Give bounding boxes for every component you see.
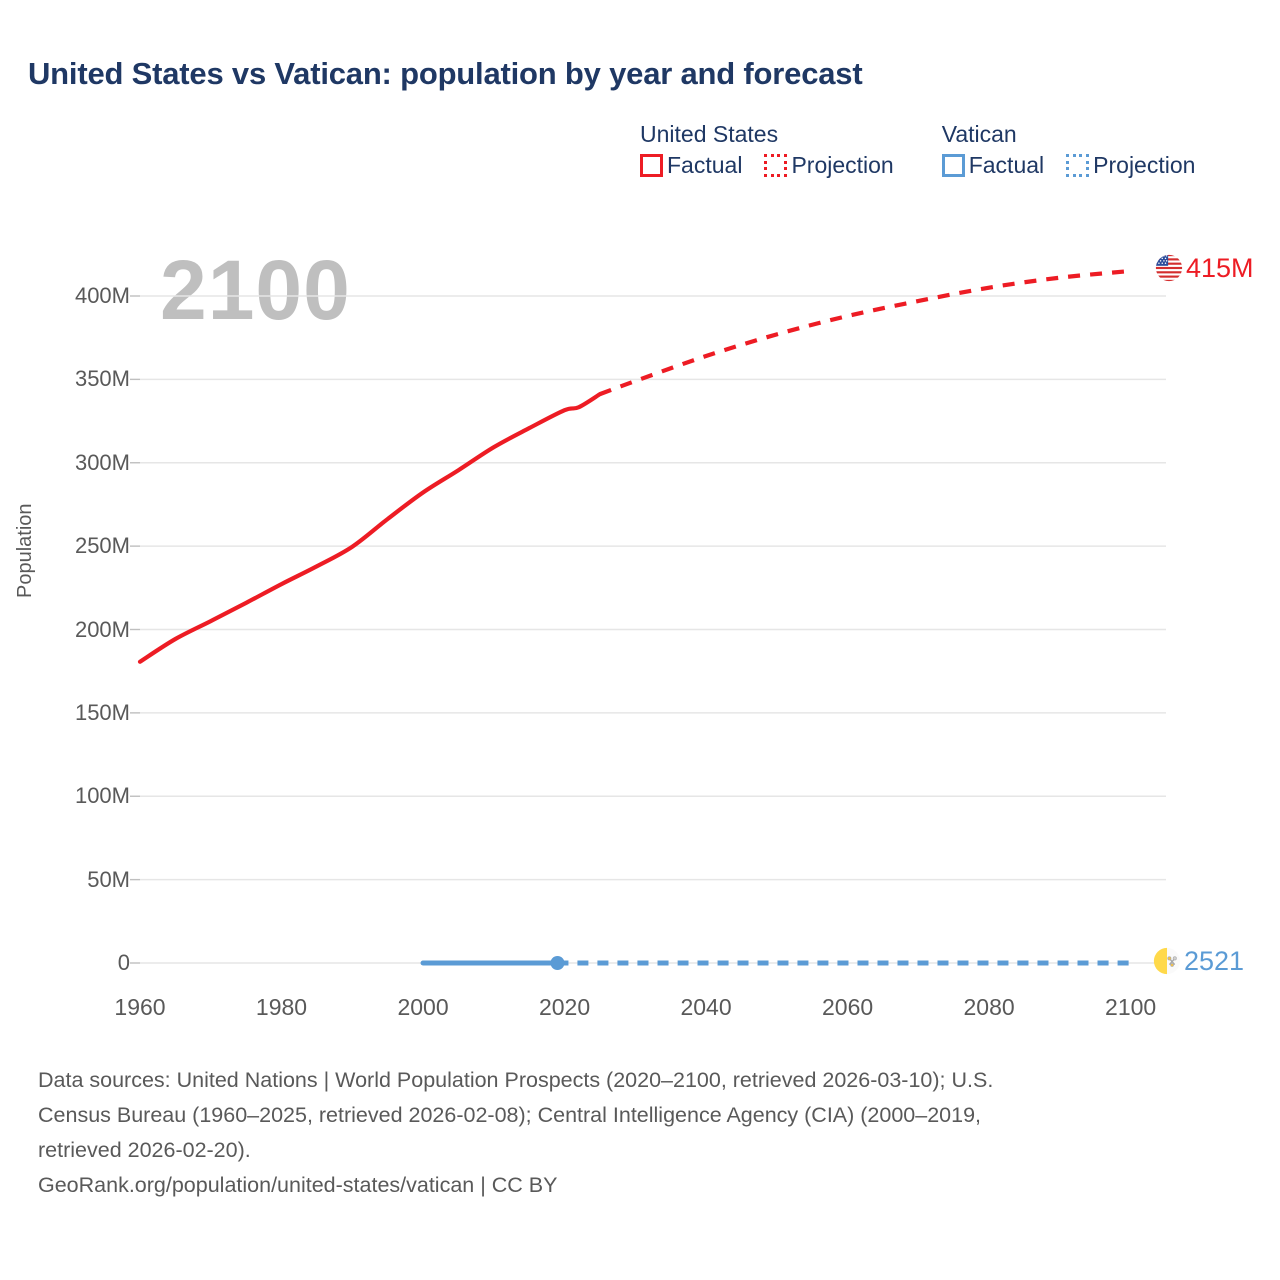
legend-item-label: Factual: [667, 152, 743, 178]
legend-group-united-states: United States Factual Projection: [640, 120, 894, 178]
y-tick-label: 50M: [87, 866, 130, 892]
flag-united-states-icon: [1155, 254, 1183, 282]
legend-item-label: Factual: [968, 152, 1045, 178]
end-label-value: 415M: [1186, 253, 1254, 283]
legend-item-label: Projection: [791, 152, 894, 178]
y-tick-label: 250M: [74, 533, 130, 559]
y-tick-label: 300M: [74, 449, 130, 475]
end-label-value: 2521: [1184, 946, 1245, 976]
footer-line-1: Data sources: United Nations | World Pop…: [38, 1068, 994, 1092]
legend-item-us-factual[interactable]: Factual: [640, 152, 742, 178]
legend-item-vatican-projection[interactable]: Projection: [1066, 152, 1195, 178]
y-tick-label: 200M: [74, 616, 130, 642]
y-axis-ticks: 0 50M 100M 150M 200M 250M 300M 350M 400M: [20, 0, 130, 1280]
y-tick-label: 100M: [74, 783, 130, 809]
legend-item-label: Projection: [1093, 152, 1196, 178]
legend-group-title-vatican: Vatican: [941, 121, 1017, 147]
footer-line-4[interactable]: GeoRank.org/population/united-states/vat…: [38, 1173, 558, 1197]
x-tick-label: 2000: [397, 994, 449, 1020]
footer-line-2: Census Bureau (1960–2025, retrieved 2026…: [38, 1103, 982, 1127]
legend-item-us-projection[interactable]: Projection: [764, 152, 894, 178]
x-tick-label: 2020: [538, 994, 591, 1020]
end-label-united-states: 415M: [1155, 253, 1254, 283]
x-tick-label: 2100: [1105, 994, 1157, 1020]
x-tick-label: 1980: [255, 994, 308, 1020]
flag-vatican-icon: [1153, 947, 1181, 975]
chart-legend: United States Factual Projection Vatican…: [640, 120, 1195, 178]
x-tick-label: 2040: [680, 994, 732, 1020]
page-title: United States vs Vatican: population by …: [28, 56, 863, 91]
legend-items-vatican: Factual Projection: [941, 152, 1195, 178]
legend-swatch-dotted-icon: [764, 153, 788, 177]
x-tick-label: 2060: [821, 994, 874, 1020]
legend-group-vatican: Vatican Factual Projection: [941, 120, 1195, 178]
x-tick-label: 1960: [114, 994, 166, 1020]
legend-items-united-states: Factual Projection: [640, 152, 894, 178]
legend-swatch-solid-icon: [640, 153, 663, 177]
y-tick-label: 150M: [74, 699, 130, 725]
y-tick-label: 350M: [74, 366, 130, 392]
footer-sources: Data sources: United Nations | World Pop…: [38, 1063, 1218, 1203]
legend-item-vatican-factual[interactable]: Factual: [941, 152, 1045, 178]
legend-group-title-united-states: United States: [640, 121, 779, 147]
footer-line-3: retrieved 2026-02-20).: [38, 1138, 251, 1162]
legend-swatch-dotted-icon: [1066, 153, 1090, 177]
end-label-vatican: 2521: [1153, 946, 1244, 976]
y-tick-label: 0: [117, 950, 130, 975]
legend-swatch-solid-icon: [941, 153, 965, 177]
x-tick-label: 2080: [963, 994, 1015, 1020]
y-tick-label: 400M: [74, 283, 130, 308]
year-watermark: 2100: [160, 243, 351, 337]
